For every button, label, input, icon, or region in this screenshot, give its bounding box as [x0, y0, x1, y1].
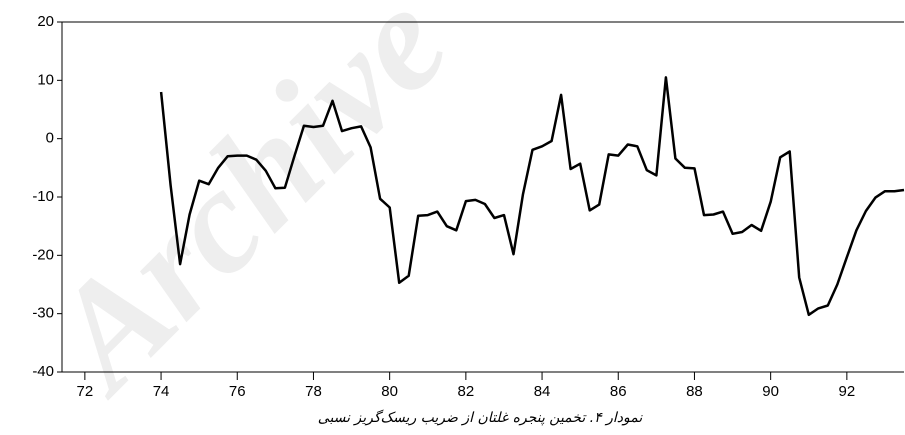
y-tick-label: 20 [37, 13, 54, 30]
x-tick-label: 90 [762, 383, 779, 400]
data-line [159, 76, 905, 317]
y-tick-label: 0 [46, 130, 54, 147]
x-tick-label: 76 [229, 383, 246, 400]
x-tick-label: 82 [458, 383, 475, 400]
x-tick-label: 78 [305, 383, 322, 400]
x-tick-label: 80 [381, 383, 398, 400]
y-tick-label: 10 [37, 71, 54, 88]
x-tick-label: 74 [153, 383, 170, 400]
y-tick-label: -20 [32, 246, 54, 263]
x-tick-label: 88 [686, 383, 703, 400]
y-tick-label: -30 [32, 305, 54, 322]
watermark: Archive [14, 0, 479, 424]
caption: نمودار ۴. تخمین پنجره غلتان از ضریب ریسک… [318, 409, 644, 426]
y-tick-label: -40 [32, 363, 54, 380]
x-tick-label: 86 [610, 383, 627, 400]
x-tick-label: 72 [77, 383, 94, 400]
x-tick-label: 92 [839, 383, 856, 400]
x-tick-label: 84 [534, 383, 551, 400]
y-tick-label: -10 [32, 188, 54, 205]
